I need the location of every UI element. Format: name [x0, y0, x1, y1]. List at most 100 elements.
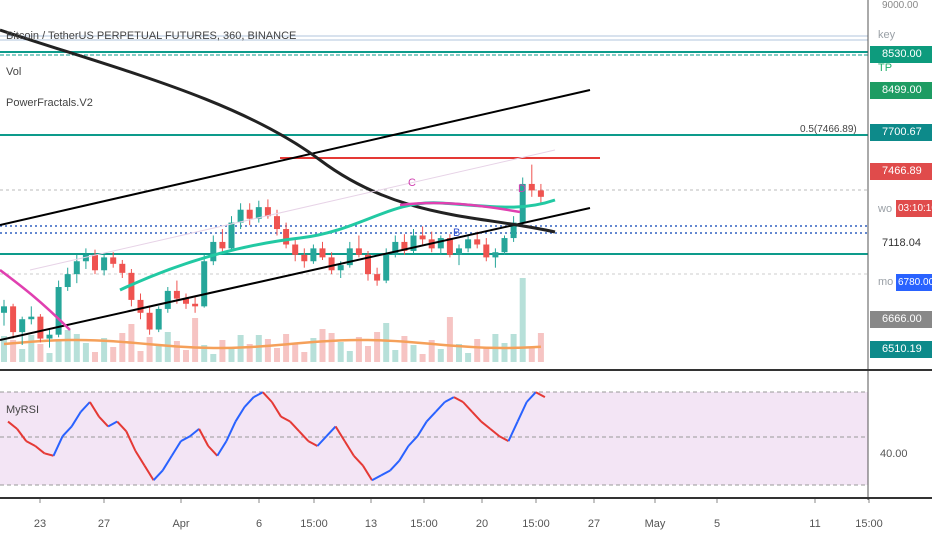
rsi-segment [52, 435, 64, 457]
time-label-1: 27 [97, 518, 111, 530]
rsi-legend[interactable]: MyRSI [6, 404, 39, 416]
price-label-5: 7466.89 [870, 163, 932, 180]
rsi-segment [325, 425, 337, 437]
volume-bar [474, 339, 481, 362]
candle-body [201, 261, 208, 307]
candle-body [19, 319, 26, 333]
volume-bar [428, 340, 435, 362]
rsi-segment [143, 465, 155, 481]
candle-body [146, 312, 153, 330]
volume-bar [46, 353, 53, 362]
volume-bar [346, 351, 353, 362]
candle-body [392, 241, 399, 255]
volume-bar [19, 349, 26, 362]
rsi-segment [70, 411, 82, 427]
volume-bar [528, 347, 535, 362]
rsi-segment [253, 391, 264, 398]
volume-bar [283, 334, 290, 362]
candle-body [183, 298, 189, 304]
candle-body [374, 274, 381, 281]
channel-lower-line [0, 207, 591, 341]
rsi-segment [216, 440, 228, 457]
pattern-letter-b: B [453, 227, 460, 239]
symbol-title[interactable]: Bitcoin / TetherUS PERPETUAL FUTURES, 36… [6, 30, 297, 42]
candle-body [210, 241, 217, 262]
price-label-2: TP [878, 62, 893, 74]
rsi-segment [507, 421, 519, 442]
rsi-segment [234, 406, 246, 423]
rsi-band [0, 392, 868, 485]
price-label-1: 8530.00 [870, 46, 932, 63]
candle-body [383, 254, 390, 281]
pattern-letter-d: D [518, 183, 526, 195]
candle-body [73, 261, 80, 275]
volume-bar [10, 340, 17, 362]
candle-body [501, 238, 508, 253]
rsi-segment [7, 420, 18, 430]
axes [0, 0, 932, 500]
volume-legend[interactable]: Vol [6, 66, 22, 78]
volume-bar [264, 339, 271, 362]
candle-body [456, 248, 462, 255]
candle-body [64, 274, 71, 288]
time-label-11: 5 [713, 518, 721, 530]
volume-bar [383, 323, 390, 362]
rsi-segment [125, 430, 137, 452]
rsi-segment [243, 396, 255, 408]
rsi-segment [189, 428, 200, 438]
volume-bar [328, 333, 335, 362]
volume-bar [374, 332, 381, 362]
volume-bar [419, 354, 426, 362]
rsi-segment [207, 445, 219, 457]
time-label-0: 23 [33, 518, 47, 530]
trend-lines[interactable] [0, 28, 591, 341]
volume-bar [465, 353, 472, 362]
rsi-segment [444, 396, 455, 403]
rsi-segment [425, 411, 437, 423]
candle-body [155, 308, 162, 330]
price-label-10: 6780.00 [896, 274, 932, 291]
volume-bar [456, 344, 462, 362]
volume-bar [37, 344, 44, 362]
time-label-8: 15:00 [522, 518, 550, 530]
rsi-pane[interactable] [0, 391, 868, 486]
volume-bar [119, 333, 126, 362]
rsi-segment [298, 430, 310, 442]
rsi-segment [289, 420, 300, 433]
rsi-segment [316, 435, 328, 447]
price-top-tick: 9000.00 [882, 0, 919, 11]
pink-ma-line-right [399, 201, 521, 214]
candle-body [483, 244, 490, 258]
pink-ma-line-left [0, 269, 71, 331]
faint-trend-line [29, 149, 556, 271]
time-label-3: 6 [255, 518, 263, 530]
candle-body [228, 222, 235, 249]
candle-body [10, 306, 17, 333]
rsi-segment [89, 401, 100, 418]
rsi-segment [61, 425, 73, 437]
price-label-9: mo [878, 276, 894, 288]
candle-body [537, 190, 544, 197]
candle-body [37, 316, 44, 339]
long-ma-line [0, 28, 556, 234]
volume-bar [137, 351, 144, 362]
volume-bar [483, 348, 490, 362]
candle-body [519, 183, 526, 223]
price-label-6: wo [878, 203, 893, 215]
candle-body [474, 239, 481, 245]
candle-body [492, 252, 499, 258]
candlesticks[interactable] [1, 164, 544, 348]
rsi-segment [398, 445, 410, 462]
volume-bar [337, 342, 344, 362]
candle-body [119, 263, 126, 273]
rsi-segment [371, 474, 382, 482]
candle-body [437, 238, 444, 249]
candle-body [410, 235, 417, 251]
rsi-tick-40: 40.00 [880, 448, 908, 460]
volume-bar [101, 338, 108, 362]
rsi-segment [434, 401, 446, 413]
candle-body [346, 248, 353, 266]
indicator-legend[interactable]: PowerFractals.V2 [6, 97, 93, 109]
candle-body [292, 244, 299, 255]
